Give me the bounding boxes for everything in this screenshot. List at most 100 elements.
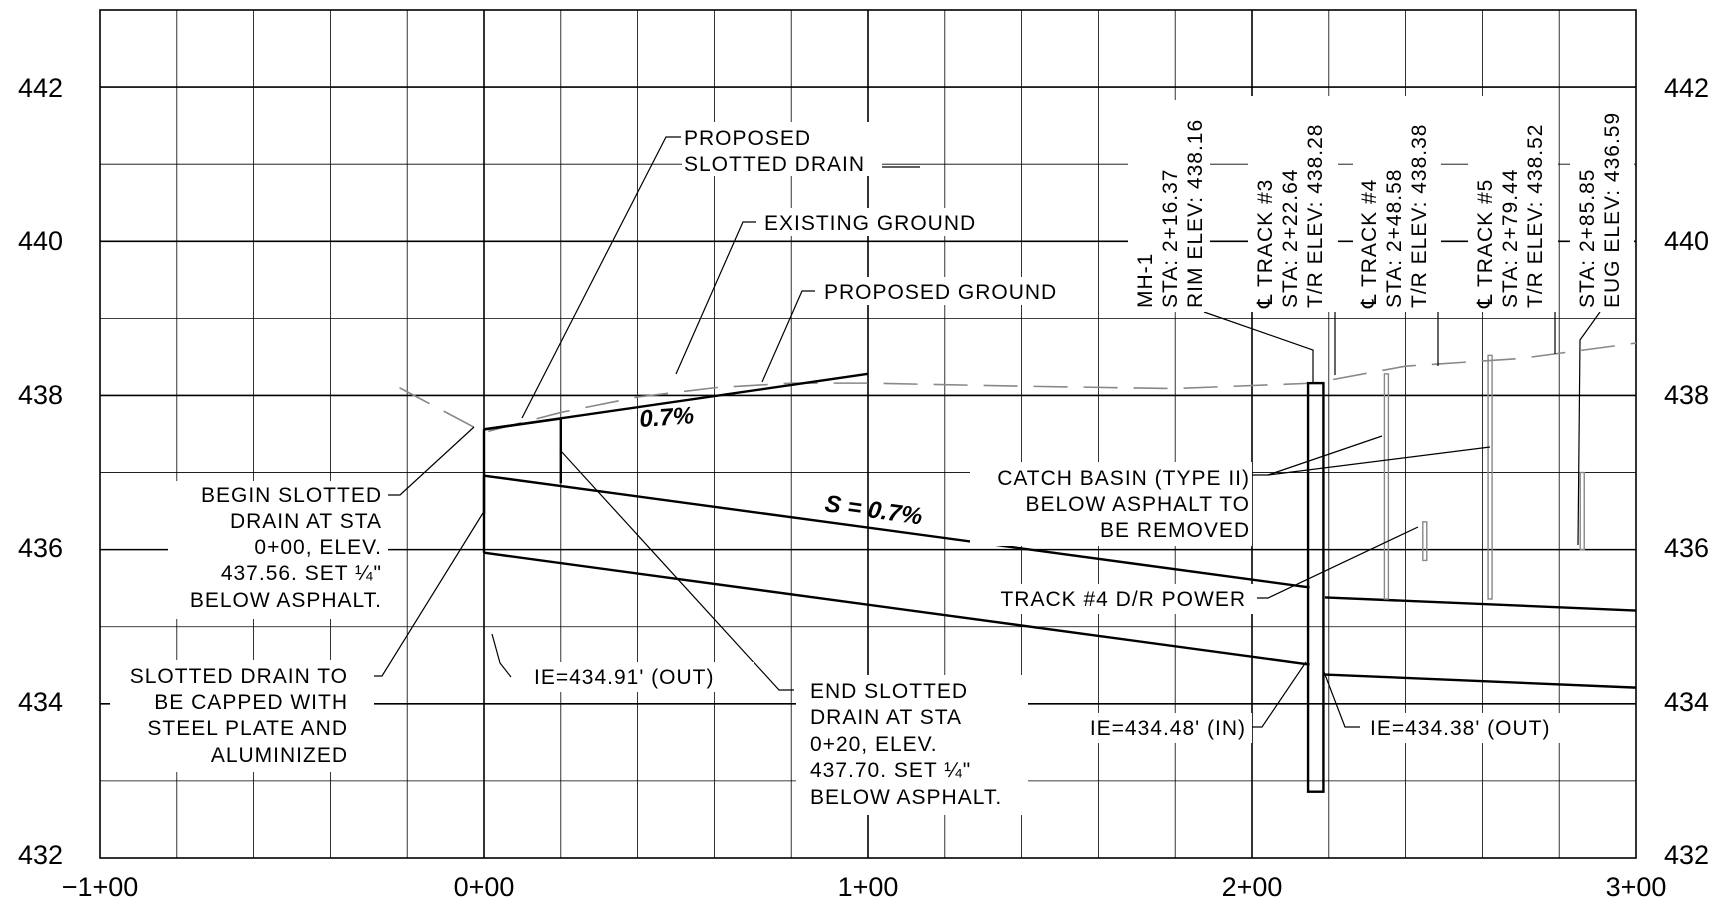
x-tick-label: 2+00 [1222,872,1283,901]
annotation-ie-out-end: IE=434.38' (OUT) [1360,713,1598,743]
annotation-line: BE REMOVED [1100,519,1250,542]
leader-ie-out-end [1323,671,1360,728]
y-tick-label: 440 [18,226,63,256]
leader-catch-basin-track5 [1267,446,1491,476]
annotation-line: STEEL PLATE AND [147,717,348,740]
annotation-line: T/R ELEV: 438.28 [1304,124,1327,308]
annotation-line: ℄ TRACK #4 [1358,179,1381,309]
annotation-line: CATCH BASIN (TYPE II) [997,467,1250,490]
x-tick-label: 0+00 [454,872,515,901]
leader-mh1 [1203,311,1314,382]
y-axis-right: 442 440 438 436 434 432 [1664,73,1709,870]
annotation-line: TRACK #4 D/R POWER [1000,588,1246,611]
annotation-line: ALUMINIZED [211,744,348,767]
annotation-line: DRAIN AT STA [810,706,962,729]
leader-slotted-drain-capped [373,512,484,677]
annotation-proposed-slotted-drain: PROPOSED SLOTTED DRAIN [682,122,882,176]
y-axis-left: 442 440 438 436 434 432 [18,73,63,870]
annotation-line: T/R ELEV: 438.38 [1408,124,1431,308]
track-5-rail-marker [1487,354,1493,600]
annotation-line: STA: 2+16.37 [1159,169,1182,308]
annotation-track4-power: TRACK #4 D/R POWER [968,584,1256,614]
annotation-line: SLOTTED DRAIN TO [130,665,348,688]
annotation-line: STA: 2+48.58 [1383,169,1406,308]
station-label-mh1: MH-1 STA: 2+16.37 RIM ELEV: 438.16 [1128,100,1210,312]
y-tick-label: 436 [18,533,63,563]
leader-end-slotted-drain [559,449,794,691]
annotation-line: RIM ELEV: 438.16 [1184,119,1207,308]
annotation-line: BELOW ASPHALT TO [1025,493,1250,516]
y-tick-label: 432 [1664,840,1709,870]
leader-ie-in [1252,661,1307,728]
track-4-power-marker [1422,521,1428,562]
annotation-line: MH-1 [1134,253,1157,308]
annotation-line: 0+00, ELEV. [254,536,382,559]
profile-lines [399,342,1637,793]
y-tick-label: 434 [1664,687,1709,717]
annotation-line: END SLOTTED [810,680,968,703]
annotation-slotted-drain-capped: SLOTTED DRAIN TO BE CAPPED WITH STEEL PL… [110,660,374,772]
pipe-top-line [483,474,1310,589]
annotation-line: 437.70. SET ¼" [810,759,971,782]
annotation-end-slotted-drain: END SLOTTED DRAIN AT STA 0+20, ELEV. 437… [796,675,1028,815]
pipe-bottom-line [483,551,1310,666]
eug-marker-marker [1579,471,1585,551]
leader-proposed-slotted-drain [521,136,681,419]
slope-label-ground: 0.7% [639,402,695,433]
track-3-rail-marker [1383,373,1390,600]
leader-eug [1577,311,1601,546]
annotation-line: IE=434.38' (OUT) [1370,717,1551,740]
y-tick-label: 442 [18,73,63,103]
slotted-drain-top-line [483,417,561,431]
leader-lines [373,136,1601,728]
y-tick-label: 442 [1664,73,1709,103]
annotation-line: EUG ELEV: 436.59 [1601,112,1624,308]
annotation-existing-ground: EXISTING GROUND [757,208,989,236]
annotation-catch-basin: CATCH BASIN (TYPE II) BELOW ASPHALT TO B… [970,462,1252,546]
outlet-pipe-bottom-line [1324,673,1637,689]
x-tick-label: 1+00 [838,872,899,901]
annotation-line: DRAIN AT STA [230,510,382,533]
y-tick-label: 434 [18,687,63,717]
existing-ground-line [399,342,1637,434]
station-label-track3: ℄ TRACK #3 STA: 2+22.64 T/R ELEV: 438.28 [1248,96,1338,312]
annotation-line: T/R ELEV: 438.52 [1524,124,1547,308]
station-labels: MH-1 STA: 2+16.37 RIM ELEV: 438.16 ℄ TRA… [1128,96,1634,312]
station-label-eug: STA: 2+85.85 EUG ELEV: 436.59 [1570,96,1634,312]
annotation-line: STA: 2+79.44 [1499,169,1522,308]
station-label-track5: ℄ TRACK #5 STA: 2+79.44 T/R ELEV: 438.52 [1468,96,1558,312]
annotation-line: IE=434.91' (OUT) [534,666,715,689]
annotation-line: BELOW ASPHALT. [810,786,1002,809]
annotation-proposed-ground: PROPOSED GROUND [816,277,1068,305]
leader-track4-power [1257,526,1419,599]
leader-begin-slotted-drain [388,426,475,496]
annotation-line: 0+20, ELEV. [810,733,938,756]
y-tick-label: 432 [18,840,63,870]
annotation-line: PROPOSED GROUND [824,281,1057,304]
annotation-line: BE CAPPED WITH [154,691,348,714]
annotation-line: BEGIN SLOTTED [201,484,382,507]
annotation-line: ℄ TRACK #5 [1474,179,1497,309]
annotations: PROPOSED SLOTTED DRAIN EXISTING GROUND P… [110,122,1598,815]
annotation-line: 437.56. SET ¼" [221,562,382,585]
y-tick-label: 438 [1664,380,1709,410]
annotation-line: IE=434.48' (IN) [1090,717,1246,740]
annotation-line: SLOTTED DRAIN [684,153,865,176]
x-tick-label: −1+00 [62,872,139,901]
x-axis: −1+00 0+00 1+00 2+00 3+00 [62,872,1667,901]
annotation-line: BELOW ASPHALT. [190,589,382,612]
annotation-ie-in: IE=434.48' (IN) [1052,713,1252,743]
y-tick-label: 436 [1664,533,1709,563]
x-tick-label: 3+00 [1606,872,1667,901]
leader-existing-ground [675,221,756,375]
catch-basin-structure [1306,381,1325,793]
annotation-line: PROPOSED [684,127,811,150]
y-tick-label: 440 [1664,226,1709,256]
annotation-line: STA: 2+22.64 [1279,169,1302,308]
leader-proposed-ground [761,290,815,383]
annotation-ie-out-start: IE=434.91' (OUT) [512,662,754,692]
annotation-begin-slotted-drain: BEGIN SLOTTED DRAIN AT STA 0+00, ELEV. 4… [168,481,388,619]
leader-ie-out-start [491,633,512,678]
annotation-line: ℄ TRACK #3 [1254,179,1277,309]
